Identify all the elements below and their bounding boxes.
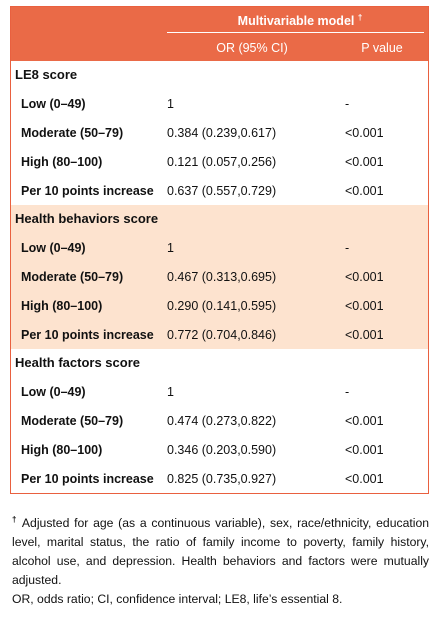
table-section: LE8 score Low (0–49) 1 - Moderate (50–79) 0.3… xyxy=(11,61,428,205)
footnote-text: Adjusted for age (as a continuous variab… xyxy=(12,516,429,588)
row-odds-ratio: 1 xyxy=(167,385,174,399)
row-odds-ratio: 0.290 (0.141,0.595) xyxy=(167,299,277,313)
footnotes: † Adjusted for age (as a continuous vari… xyxy=(10,510,429,609)
row-label: Low (0–49) xyxy=(21,385,86,399)
model-title: Multivariable model † xyxy=(173,13,427,28)
row-odds-ratio: 0.637 (0.557,0.729) xyxy=(167,184,277,198)
column-header-p: P value xyxy=(361,41,403,55)
row-label: Moderate (50–79) xyxy=(21,414,124,428)
row-odds-ratio: 0.467 (0.313,0.695) xyxy=(167,270,277,284)
row-label: Low (0–49) xyxy=(21,241,86,255)
table-section: Health factors score Low (0–49) 1 - Moderate… xyxy=(11,349,428,493)
table-row: High (80–100) 0.346 (0.203,0.590) <0.001 xyxy=(11,435,428,464)
table-row: Per 10 points increase 0.825 (0.735,0.927… xyxy=(11,464,428,493)
row-label: Low (0–49) xyxy=(21,97,86,111)
row-odds-ratio: 0.772 (0.704,0.846) xyxy=(167,328,277,342)
row-odds-ratio: 0.121 (0.057,0.256) xyxy=(167,155,277,169)
row-odds-ratio: 0.825 (0.735,0.927) xyxy=(167,472,277,486)
row-p-value: <0.001 xyxy=(345,126,384,140)
row-p-value: <0.001 xyxy=(345,270,384,284)
row-odds-ratio: 0.384 (0.239,0.617) xyxy=(167,126,277,140)
table-row: Per 10 points increase 0.772 (0.704,0.846… xyxy=(11,320,428,349)
row-label: Per 10 points increase xyxy=(21,472,154,486)
table-row: Low (0–49) 1 - xyxy=(11,233,428,262)
table-row: High (80–100) 0.121 (0.057,0.256) <0.001 xyxy=(11,147,428,176)
table-row: Moderate (50–79) 0.384 (0.239,0.617) <0.00… xyxy=(11,118,428,147)
table-row: High (80–100) 0.290 (0.141,0.595) <0.001 xyxy=(11,291,428,320)
row-p-value: - xyxy=(345,97,350,111)
row-odds-ratio: 0.474 (0.273,0.822) xyxy=(167,414,277,428)
footnote-adjustment: † Adjusted for age (as a continuous vari… xyxy=(12,510,429,590)
row-label: High (80–100) xyxy=(21,155,103,169)
table-row: Low (0–49) 1 - xyxy=(11,377,428,406)
row-p-value: - xyxy=(345,385,350,399)
row-label: Per 10 points increase xyxy=(21,184,154,198)
section-title: LE8 score xyxy=(15,67,78,82)
row-odds-ratio: 1 xyxy=(167,241,174,255)
row-p-value: - xyxy=(345,241,350,255)
row-p-value: <0.001 xyxy=(345,472,384,486)
row-p-value: <0.001 xyxy=(345,328,384,342)
row-label: High (80–100) xyxy=(21,443,103,457)
column-header-or: OR (95% CI) xyxy=(216,41,288,55)
row-label: High (80–100) xyxy=(21,299,103,313)
row-p-value: <0.001 xyxy=(345,414,384,428)
row-label: Per 10 points increase xyxy=(21,328,154,342)
row-p-value: <0.001 xyxy=(345,155,384,169)
table-row: Per 10 points increase 0.637 (0.557,0.729… xyxy=(11,176,428,205)
header-column-row: OR (95% CI) P value xyxy=(11,33,428,61)
results-table: Multivariable model † OR (95% CI) P valu… xyxy=(10,6,429,494)
model-title-dagger: † xyxy=(357,13,363,22)
row-p-value: <0.001 xyxy=(345,184,384,198)
section-title: Health behaviors score xyxy=(15,211,159,226)
row-odds-ratio: 0.346 (0.203,0.590) xyxy=(167,443,277,457)
model-title-text: Multivariable model xyxy=(237,14,355,29)
section-title: Health factors score xyxy=(15,355,140,370)
header-divider xyxy=(167,32,424,33)
footnote-abbreviations: OR, odds ratio; CI, confidence interval;… xyxy=(12,592,343,607)
table-section: Health behaviors score Low (0–49) 1 - Modera… xyxy=(11,205,428,349)
table-body: LE8 score Low (0–49) 1 - Moderate (50–79) 0.3… xyxy=(11,61,428,493)
header-top-row: Multivariable model † xyxy=(11,7,428,33)
row-label: Moderate (50–79) xyxy=(21,270,124,284)
table-row: Low (0–49) 1 - xyxy=(11,89,428,118)
row-p-value: <0.001 xyxy=(345,443,384,457)
table-header: Multivariable model † OR (95% CI) P valu… xyxy=(11,7,428,61)
row-p-value: <0.001 xyxy=(345,299,384,313)
table-row: Moderate (50–79) 0.467 (0.313,0.695) <0.00… xyxy=(11,262,428,291)
table-row: Moderate (50–79) 0.474 (0.273,0.822) <0.00… xyxy=(11,406,428,435)
row-label: Moderate (50–79) xyxy=(21,126,124,140)
footnote-dagger: † xyxy=(12,515,18,524)
document: Multivariable model † OR (95% CI) P valu… xyxy=(10,6,429,609)
row-odds-ratio: 1 xyxy=(167,97,174,111)
